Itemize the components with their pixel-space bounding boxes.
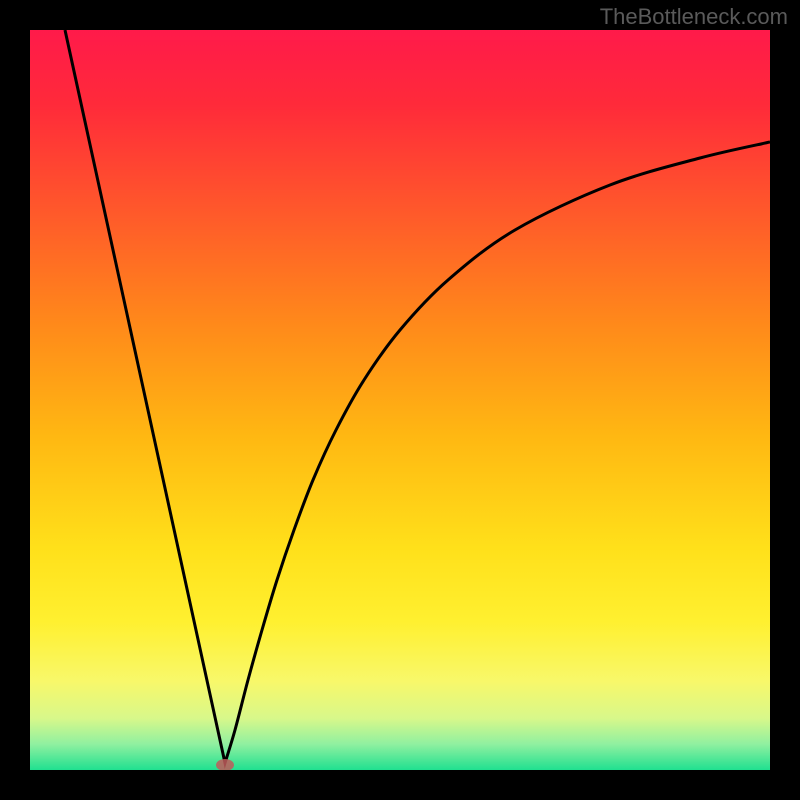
bottleneck-chart: [30, 30, 770, 770]
gradient-background: [30, 30, 770, 770]
watermark-text: TheBottleneck.com: [600, 4, 788, 30]
